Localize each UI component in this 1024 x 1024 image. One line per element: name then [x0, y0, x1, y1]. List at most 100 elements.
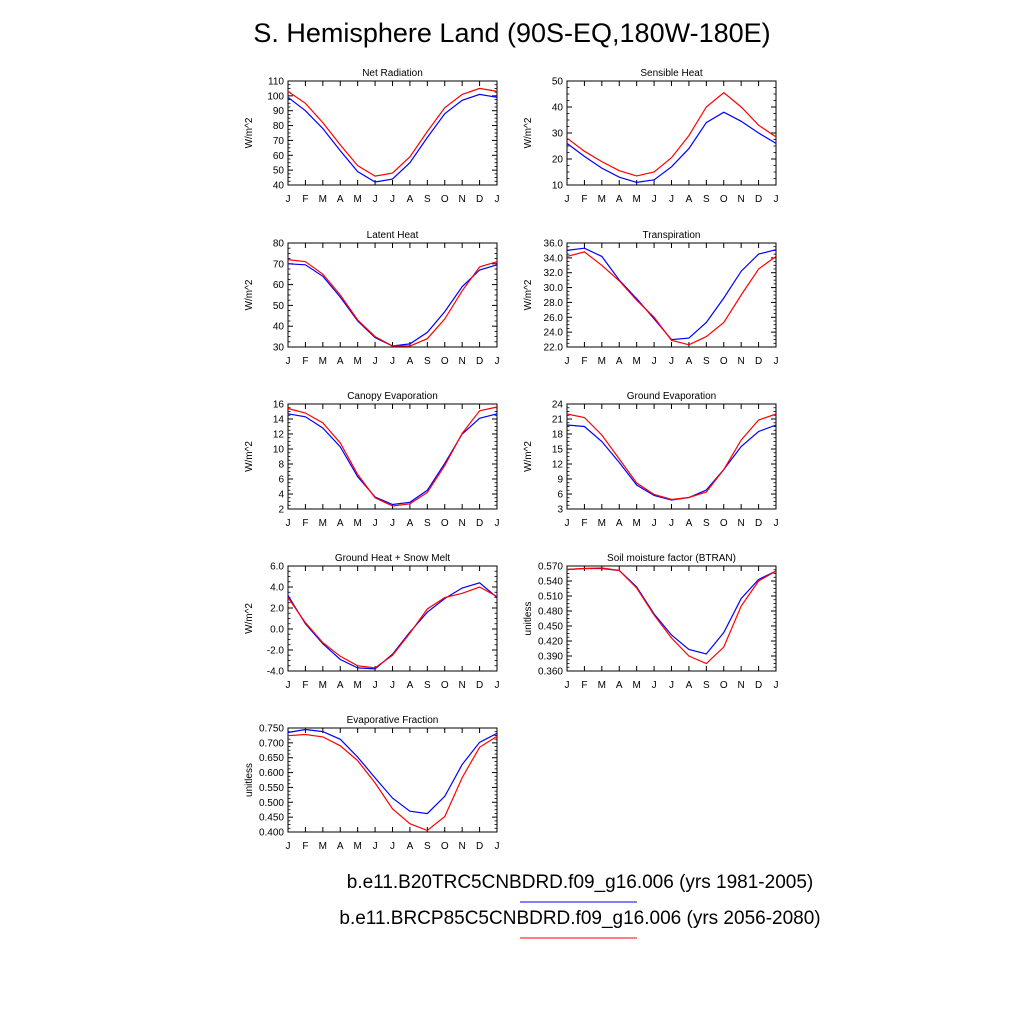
y-tick-label: 110 [268, 77, 284, 88]
x-tick-label: J [390, 356, 395, 367]
panel-title: Ground Evaporation [627, 391, 717, 402]
x-tick-label: N [459, 518, 466, 529]
x-tick-label: S [703, 518, 710, 529]
x-tick-label: M [598, 356, 606, 367]
y-tick-label: 40 [273, 322, 285, 333]
x-tick-label: F [581, 518, 587, 529]
x-tick-label: A [686, 356, 693, 367]
x-tick-label: N [738, 518, 745, 529]
series-line-future [287, 87, 498, 177]
x-tick-label: J [390, 841, 395, 852]
y-tick-label: 30 [273, 343, 285, 354]
x-tick-label: J [373, 841, 378, 852]
x-tick-label: J [495, 194, 500, 205]
series-line-historical [287, 413, 498, 506]
x-tick-label: S [424, 518, 431, 529]
y-tick-label: 0.650 [259, 753, 284, 764]
x-tick-label: O [720, 518, 728, 529]
panel-title: Canopy Evaporation [347, 391, 438, 402]
x-tick-label: F [302, 356, 308, 367]
y-tick-label: 10 [273, 445, 285, 456]
x-tick-label: M [632, 194, 640, 205]
y-tick-label: 4.0 [270, 583, 284, 594]
x-tick-label: J [495, 518, 500, 529]
panel-title: Transpiration [643, 230, 701, 241]
series-line-future [287, 733, 498, 832]
y-tick-label: 80 [273, 239, 285, 250]
y-tick-label: 0.420 [538, 637, 563, 648]
x-tick-label: J [669, 356, 674, 367]
y-tick-label: 9 [557, 475, 563, 486]
series-line-historical [566, 111, 777, 184]
x-tick-label: O [720, 356, 728, 367]
x-tick-label: O [720, 680, 728, 691]
y-axis-label: W/m^2 [244, 279, 255, 310]
y-axis-label: W/m^2 [244, 603, 255, 634]
x-tick-label: O [441, 356, 449, 367]
series-line-future [287, 406, 498, 507]
x-tick-label: J [286, 680, 291, 691]
plot-frame [287, 727, 498, 833]
x-tick-label: M [632, 356, 640, 367]
x-tick-label: J [286, 518, 291, 529]
y-tick-label: 60 [273, 280, 285, 291]
x-tick-label: J [286, 194, 291, 205]
y-axis-label: W/m^2 [523, 279, 534, 310]
y-tick-label: 90 [273, 106, 285, 117]
y-tick-label: 40 [273, 181, 285, 192]
x-tick-label: A [686, 194, 693, 205]
x-tick-label: N [459, 356, 466, 367]
x-tick-label: D [476, 680, 483, 691]
y-tick-label: 0.480 [538, 607, 563, 618]
x-tick-label: J [652, 356, 657, 367]
x-tick-label: M [319, 356, 327, 367]
x-tick-label: J [373, 194, 378, 205]
y-tick-label: 30.0 [544, 283, 564, 294]
y-axis-label: W/m^2 [244, 117, 255, 148]
panel-title: Latent Heat [367, 230, 419, 241]
legend [520, 901, 637, 939]
y-tick-label: 36.0 [544, 239, 564, 250]
y-tick-label: 2.0 [270, 604, 284, 615]
x-tick-label: M [319, 841, 327, 852]
x-tick-label: D [476, 356, 483, 367]
y-tick-label: 16 [273, 400, 285, 411]
x-tick-label: J [373, 680, 378, 691]
x-tick-label: M [353, 518, 361, 529]
y-tick-label: 18 [552, 430, 564, 441]
x-tick-label: A [337, 194, 344, 205]
x-tick-label: J [774, 356, 779, 367]
x-tick-label: S [424, 356, 431, 367]
y-tick-label: 14 [273, 415, 285, 426]
x-tick-label: A [686, 680, 693, 691]
x-tick-label: A [407, 518, 414, 529]
x-tick-label: O [720, 194, 728, 205]
x-tick-label: J [652, 518, 657, 529]
y-tick-label: 0.390 [538, 652, 563, 663]
x-tick-label: N [459, 194, 466, 205]
series-line-historical [287, 728, 498, 815]
x-tick-label: J [390, 680, 395, 691]
panel-title: Soil moisture factor (BTRAN) [607, 553, 736, 564]
legend-entry-historical: b.e11.B20TRC5CNBDRD.f09_g16.006 (yrs 198… [0, 872, 1024, 894]
x-tick-label: A [337, 680, 344, 691]
y-tick-label: 24.0 [544, 328, 564, 339]
x-tick-label: J [495, 356, 500, 367]
y-tick-label: 70 [273, 259, 285, 270]
plot-frame [287, 80, 498, 186]
x-tick-label: O [441, 680, 449, 691]
x-tick-label: D [755, 680, 762, 691]
x-tick-label: O [441, 194, 449, 205]
series-line-future [287, 586, 498, 669]
x-tick-label: J [495, 841, 500, 852]
x-tick-label: M [598, 518, 606, 529]
y-tick-label: 80 [273, 121, 285, 132]
series-line-future [566, 413, 777, 501]
x-tick-label: M [353, 841, 361, 852]
panel-evaporative-fraction: Evaporative Fraction unitless 0.400 0.450 0.… [244, 715, 500, 852]
x-tick-label: J [669, 518, 674, 529]
x-tick-label: A [407, 841, 414, 852]
y-tick-label: 70 [273, 136, 285, 147]
y-axis-label: W/m^2 [523, 117, 534, 148]
